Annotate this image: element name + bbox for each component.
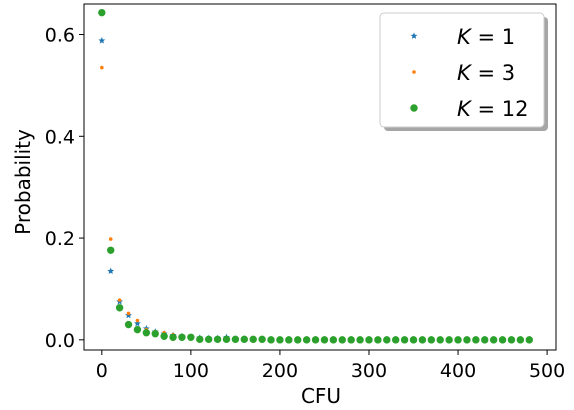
data-point [436,336,444,344]
data-point [100,65,104,70]
data-point [222,335,231,344]
data-point [356,336,364,344]
data-point [169,333,177,341]
axes-frame [83,3,557,351]
legend-marker [410,104,418,112]
data-point [489,336,498,344]
data-point [347,336,355,344]
data-point [427,336,436,344]
data-point [267,336,275,344]
data-point [115,304,124,312]
legend-label: K = 3 [457,61,515,85]
legend-item: K = 12 [410,97,528,121]
y-tick-label: 0.0 [45,330,75,352]
y-tick-label: 0.2 [45,228,75,250]
data-point [374,336,382,344]
data-point [204,335,213,344]
data-point [187,333,195,341]
data-point [454,336,462,344]
data-point [294,336,302,344]
data-point [160,332,168,340]
data-point [126,311,131,316]
data-point [525,336,533,344]
data-point [240,335,249,344]
plot-frame [83,3,557,351]
data-point [98,8,106,17]
series-k-12 [98,8,533,344]
data-point [213,335,222,344]
data-point [409,336,418,344]
data-point [516,336,525,344]
data-point [391,336,400,344]
data-point [472,336,480,344]
data-point [135,318,140,323]
y-axis-label: Probability [11,129,35,235]
legend-item: K = 3 [412,61,515,85]
data-point [108,237,113,241]
legend-marker [410,32,418,39]
data-point [178,333,186,341]
data-point [383,336,391,344]
y-tick-label: 0.6 [45,25,75,47]
y-tick-label: 0.4 [45,126,75,148]
data-point [463,336,471,344]
data-point [311,336,320,344]
data-point [117,298,122,302]
x-tick-label: 500 [529,360,565,382]
data-point [196,335,204,344]
data-point [338,336,346,344]
data-point [445,336,453,344]
data-point [276,336,284,344]
legend: K = 1 K = 3 K = 12 [379,12,548,131]
data-point [400,336,409,344]
data-point [133,325,142,334]
data-point [285,336,293,344]
data-point [107,246,115,254]
data-point [481,336,489,344]
data-point [124,320,133,329]
data-point [365,336,373,344]
x-tick-label: 0 [96,360,108,382]
data-point [507,336,516,344]
legend-marker [412,70,416,74]
legend-label: K = 12 [457,97,528,121]
data-point [498,336,507,344]
x-tick-label: 100 [173,360,209,382]
y-axis: 0.0 0.2 0.4 0.6 [45,25,84,352]
legend-box [379,12,545,128]
data-point [320,336,329,344]
data-point [134,319,141,327]
legend-item: K = 1 [410,25,515,49]
data-point [418,336,427,344]
legend-label: K = 1 [457,25,515,49]
plot-area [98,8,533,344]
data-point [231,335,240,344]
x-axis: 0 100 200 300 400 500 [96,350,565,382]
data-point [302,336,311,344]
x-tick-label: 300 [351,360,387,382]
x-axis-label: CFU [301,384,341,408]
data-point [258,335,266,344]
data-point [329,336,338,344]
data-point [249,335,257,344]
x-tick-label: 400 [440,360,476,382]
data-point [151,330,159,338]
x-tick-label: 200 [262,360,298,382]
data-point [107,267,115,275]
data-point [142,329,151,337]
data-point [98,37,106,44]
